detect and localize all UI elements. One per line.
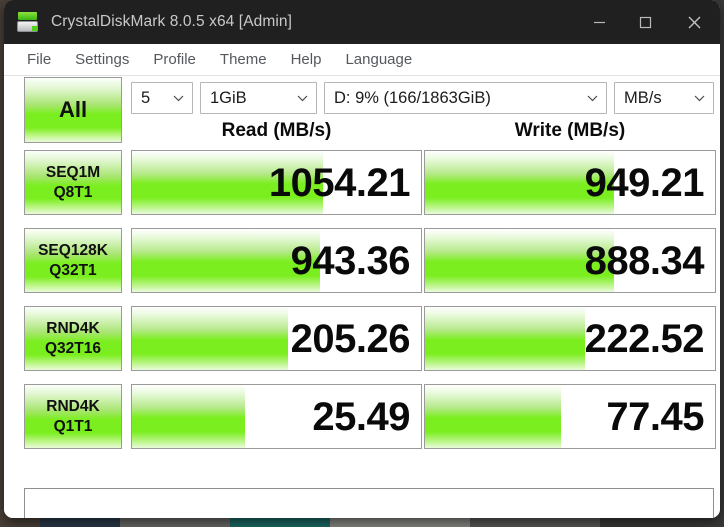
read-bar-fill-3 xyxy=(132,307,289,370)
menu-item-file[interactable]: File xyxy=(27,50,52,68)
write-bar-fill-2 xyxy=(425,229,614,292)
maximize-icon[interactable] xyxy=(622,0,668,44)
window-title: CrystalDiskMark 8.0.5 x64 [Admin] xyxy=(51,13,293,30)
menu-item-theme[interactable]: Theme xyxy=(219,50,267,68)
test-queue: Q32T1 xyxy=(49,262,97,279)
main-content: All 5 1GiB D: 9% (166/1863GiB) xyxy=(4,76,720,518)
read-value-2: 943.36 xyxy=(290,238,411,283)
chevron-down-icon xyxy=(297,89,308,107)
target-drive-value: D: 9% (166/1863GiB) xyxy=(334,88,491,107)
read-result-cell-1: 1054.21 xyxy=(131,150,422,215)
disk-drive-icon xyxy=(17,11,39,33)
read-value-3: 205.26 xyxy=(290,316,411,361)
read-value-1: 1054.21 xyxy=(268,160,411,205)
minimize-icon[interactable] xyxy=(576,0,622,44)
write-bar-fill-1 xyxy=(425,151,614,214)
read-value-4: 25.49 xyxy=(312,394,410,439)
write-value-2: 888.34 xyxy=(584,238,705,283)
read-result-cell-3: 205.26 xyxy=(131,306,422,371)
chevron-down-icon xyxy=(173,89,184,107)
unit-value: MB/s xyxy=(624,88,662,107)
test-count-value: 5 xyxy=(141,88,151,107)
write-column-header: Write (MB/s) xyxy=(514,120,626,141)
test-queue: Q32T16 xyxy=(44,340,101,357)
title-bar[interactable]: CrystalDiskMark 8.0.5 x64 [Admin] xyxy=(4,0,720,44)
read-bar-fill-4 xyxy=(132,385,245,448)
write-result-cell-2: 888.34 xyxy=(424,228,716,293)
menu-item-language[interactable]: Language xyxy=(345,50,413,68)
read-bar-fill-1 xyxy=(132,151,323,214)
write-result-cell-3: 222.52 xyxy=(424,306,716,371)
test-size-select[interactable]: 1GiB xyxy=(200,82,317,114)
close-icon[interactable] xyxy=(668,0,720,44)
read-bar-fill-2 xyxy=(132,229,320,292)
menu-bar: File Settings Profile Theme Help Languag… xyxy=(4,44,720,76)
test-queue: Q1T1 xyxy=(53,418,93,435)
test-button-seq128k-q32t1[interactable]: SEQ128K Q32T1 xyxy=(24,228,122,293)
write-result-cell-1: 949.21 xyxy=(424,150,716,215)
menu-item-settings[interactable]: Settings xyxy=(75,50,130,68)
test-button-rnd4k-q32t16[interactable]: RND4K Q32T16 xyxy=(24,306,122,371)
test-name: RND4K xyxy=(46,397,100,415)
test-button-seq1m-q8t1[interactable]: SEQ1M Q8T1 xyxy=(24,150,122,215)
test-queue: Q8T1 xyxy=(53,184,93,201)
read-column-header: Read (MB/s) xyxy=(221,120,332,141)
read-result-cell-4: 25.49 xyxy=(131,384,422,449)
chevron-down-icon xyxy=(587,89,598,107)
write-result-cell-4: 77.45 xyxy=(424,384,716,449)
chevron-down-icon xyxy=(694,89,705,107)
test-size-value: 1GiB xyxy=(210,88,247,107)
settings-toolbar: 5 1GiB D: 9% (166/1863GiB) MB/s xyxy=(4,82,720,116)
test-count-select[interactable]: 5 xyxy=(131,82,193,114)
run-all-button[interactable]: All xyxy=(24,77,122,143)
test-name: RND4K xyxy=(46,319,100,337)
crystaldiskmark-window: CrystalDiskMark 8.0.5 x64 [Admin] File S… xyxy=(4,0,720,518)
write-bar-fill-3 xyxy=(425,307,585,370)
menu-item-help[interactable]: Help xyxy=(290,50,322,68)
write-bar-fill-4 xyxy=(425,385,562,448)
status-log-box xyxy=(24,488,714,518)
unit-select[interactable]: MB/s xyxy=(614,82,714,114)
test-name: SEQ128K xyxy=(38,241,108,259)
menu-item-profile[interactable]: Profile xyxy=(153,50,196,68)
write-value-1: 949.21 xyxy=(584,160,705,205)
window-controls xyxy=(576,0,720,44)
test-name: SEQ1M xyxy=(45,163,101,181)
test-button-rnd4k-q1t1[interactable]: RND4K Q1T1 xyxy=(24,384,122,449)
write-value-4: 77.45 xyxy=(606,394,704,439)
target-drive-select[interactable]: D: 9% (166/1863GiB) xyxy=(324,82,607,114)
read-result-cell-2: 943.36 xyxy=(131,228,422,293)
write-value-3: 222.52 xyxy=(584,316,705,361)
